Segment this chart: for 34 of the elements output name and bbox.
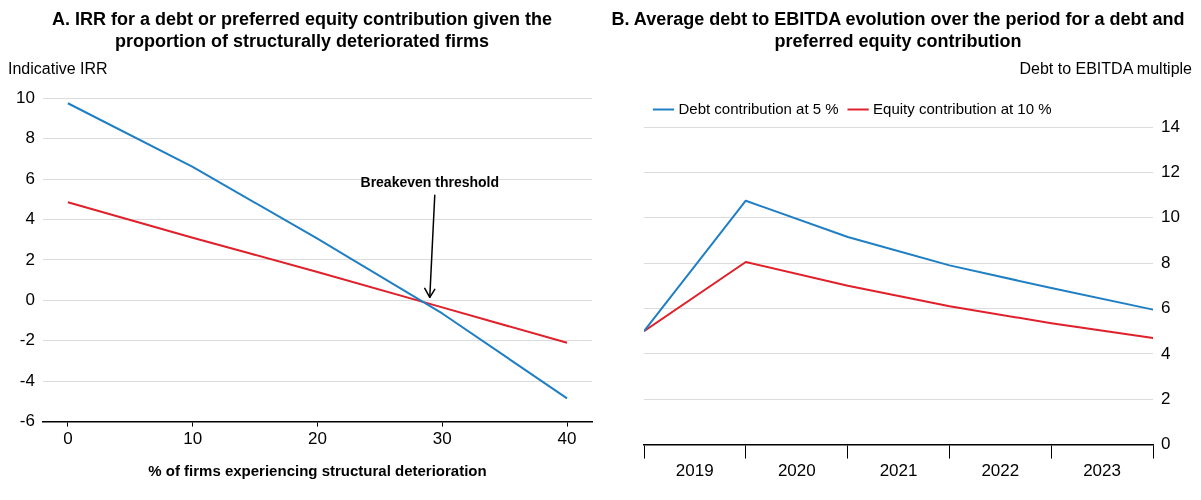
x-tick-label: 2020 [777,461,816,481]
y2-tick-label: 4 [1161,343,1171,363]
y-tick-label: -2 [19,330,35,350]
x-tick-label: 2022 [981,461,1020,481]
y2-axis-title: Debt to EBITDA multiple [1018,60,1192,79]
x-axis-title: % of firms experiencing structural deterioration [148,462,487,480]
y2-tick-label: 2 [1161,388,1171,408]
legend-label: Equity contribution at 10 % [873,99,1052,117]
y-axis-title: Indicative IRR [8,60,109,79]
y-tick-label: -6 [19,411,35,431]
y2-tick-label: 8 [1161,252,1171,272]
x-tick-label: 2019 [675,461,714,481]
x-tick-label: 10 [183,429,203,449]
y-tick-label: 2 [25,249,35,269]
y2-tick-label: 12 [1161,162,1181,182]
y2-tick-label: 14 [1161,116,1181,136]
y2-tick-label: 6 [1161,298,1171,318]
chart-title: A. IRR for a debt or preferred equity contribution given the proportion of structurally deteriorated firms [50,8,553,53]
y-tick-label: 10 [15,87,35,107]
x-tick-label: 2021 [879,461,918,481]
x-tick-label: 40 [557,429,577,449]
y-tick-label: 8 [25,128,35,148]
x-tick-label: 0 [63,429,73,449]
annotation: Breakeven threshold [360,174,500,191]
x-tick-label: 2023 [1083,461,1121,481]
y-tick-label: 0 [25,290,35,310]
x-tick-label: 20 [307,429,327,449]
y2-tick-label: 10 [1161,207,1181,227]
y-tick-label: 6 [25,168,35,188]
legend-label: Debt contribution at 5 % [678,99,839,117]
chart-title: B. Average debt to EBITDA evolution over the period for a debt and preferred equity contribution [610,8,1186,53]
x-tick-label: 30 [432,429,452,449]
y-tick-label: -4 [19,370,35,390]
y-tick-label: 4 [25,209,35,229]
